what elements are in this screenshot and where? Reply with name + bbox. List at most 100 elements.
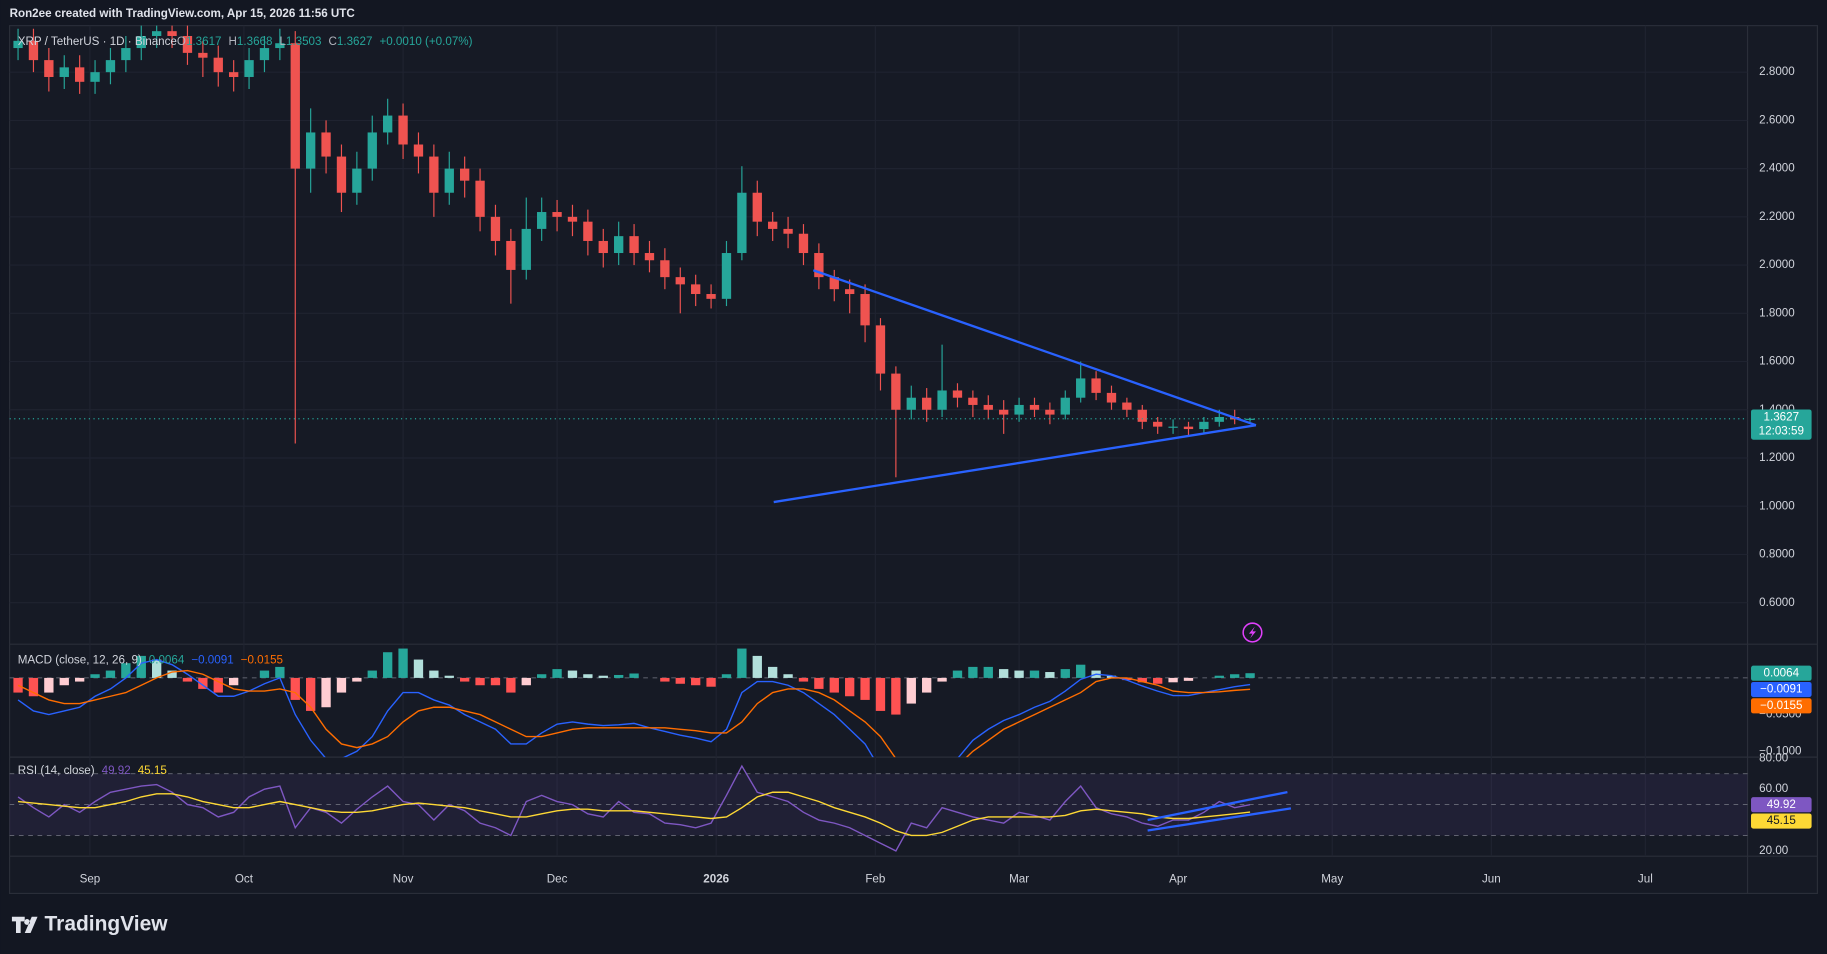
histogram-bar xyxy=(229,677,239,686)
histogram-bar xyxy=(1106,675,1117,678)
candle-body xyxy=(1029,404,1040,410)
histogram-bar xyxy=(59,677,69,686)
candle-body xyxy=(475,180,485,217)
histogram-bar xyxy=(952,670,963,678)
candle-body xyxy=(59,67,69,77)
histogram-bar xyxy=(629,673,639,678)
alert-bolt[interactable] xyxy=(1248,626,1256,639)
rsi-badge-label: 49.92 xyxy=(1767,798,1796,811)
histogram-bar xyxy=(752,655,762,678)
x-tick-label: May xyxy=(1321,873,1343,886)
histogram-bar xyxy=(44,677,54,693)
histogram-bar xyxy=(906,677,916,704)
candle-body xyxy=(413,144,424,157)
y-tick-label: 2.8000 xyxy=(1759,65,1795,78)
change: +0.0010 (+0.07%) xyxy=(379,35,472,48)
candle-body xyxy=(1214,416,1224,422)
candle-body xyxy=(552,212,562,217)
macd-title: MACD (close, 12, 26, 9) xyxy=(18,654,142,667)
histogram-bar xyxy=(829,677,839,693)
candle-body xyxy=(906,397,916,410)
brand-logo[interactable]: TradingView xyxy=(11,912,169,935)
symbol: XRP / TetherUS · 1D · Binance xyxy=(18,35,177,48)
macd-line xyxy=(17,658,1251,758)
y-tick-label: 2.6000 xyxy=(1759,113,1795,126)
candle-body xyxy=(136,35,146,49)
candle-body xyxy=(983,404,993,410)
histogram-bar xyxy=(968,666,978,678)
histogram-bar xyxy=(136,655,146,678)
candle-body xyxy=(367,132,377,169)
brand[interactable]: TradingView xyxy=(45,912,169,935)
candle-body xyxy=(644,253,655,261)
histogram-bar xyxy=(475,677,485,686)
y-tick-label: 2.0000 xyxy=(1759,258,1795,271)
candle-body xyxy=(259,48,270,61)
candle-body xyxy=(352,168,362,193)
y-tick-label: 1.8000 xyxy=(1759,306,1795,319)
histogram-bar xyxy=(1060,669,1070,678)
histogram-bar xyxy=(1183,677,1194,681)
candle-body xyxy=(1091,378,1101,393)
candle-body xyxy=(213,57,223,73)
trendline xyxy=(812,269,1257,427)
trendline xyxy=(773,424,1257,504)
histogram-bar xyxy=(798,677,809,682)
ohlc-label: L xyxy=(279,35,286,48)
macd-legend: MACD (close, 12, 26, 9) 0.0064 −0.0091 −0.0… xyxy=(18,654,283,667)
x-tick-label: Sep xyxy=(80,873,101,886)
histogram-bar xyxy=(783,674,793,678)
candle-body xyxy=(1106,392,1117,403)
candle-body xyxy=(1199,421,1209,430)
histogram-bar xyxy=(198,677,208,689)
x-tick-label: Oct xyxy=(235,873,254,886)
countdown: 12:03:59 xyxy=(1759,425,1804,438)
candle-body xyxy=(1076,378,1086,398)
histogram-bar xyxy=(182,677,193,682)
candle-body xyxy=(444,168,454,193)
histogram-bar xyxy=(429,670,439,678)
candle-body xyxy=(829,277,839,290)
candle-body xyxy=(167,31,177,36)
logo-mark[interactable] xyxy=(11,916,38,934)
candle-body xyxy=(660,260,670,278)
histogram-bar xyxy=(691,677,701,686)
rsi-line xyxy=(17,764,1251,852)
y-tick-label: 80.00 xyxy=(1759,751,1789,764)
candle-body xyxy=(860,294,870,326)
candle-body xyxy=(1122,402,1132,410)
histogram-bar xyxy=(1029,670,1040,678)
histogram-bar xyxy=(521,677,531,686)
candle-body xyxy=(28,40,39,61)
trendline xyxy=(1147,807,1292,832)
ohlc-value: 1.3627 xyxy=(337,35,373,48)
candle-body xyxy=(937,390,947,410)
y-tick-label: 2.4000 xyxy=(1759,162,1795,175)
price-pane xyxy=(9,25,1748,645)
candle-body xyxy=(583,221,593,241)
histogram-bar xyxy=(1245,673,1255,678)
candle-body xyxy=(460,168,470,181)
histogram-bar xyxy=(275,666,285,678)
signal-line xyxy=(17,669,1251,758)
histogram-bar xyxy=(706,677,716,687)
histogram-bar xyxy=(999,669,1009,678)
ohlc-value: 1.3503 xyxy=(286,35,322,48)
histogram-bar xyxy=(1045,672,1055,678)
credit: Ron2ee created with TradingView.com, Apr… xyxy=(10,7,356,20)
alert-icon[interactable] xyxy=(1242,622,1263,643)
signal-badge xyxy=(1751,698,1812,714)
histogram-bar xyxy=(167,670,177,678)
ohlc-value: 1.3617 xyxy=(186,35,222,48)
histogram-bar xyxy=(552,669,562,678)
candle-body xyxy=(490,216,501,241)
candle-body xyxy=(891,373,901,410)
histogram-bar xyxy=(28,677,39,697)
alert-ring[interactable] xyxy=(1242,622,1263,643)
candle-body xyxy=(1183,426,1194,430)
histogram-bar xyxy=(598,675,608,678)
histogram-bar xyxy=(614,674,624,678)
rsi-title: RSI (14, close) xyxy=(18,764,95,777)
candle-body xyxy=(429,156,439,193)
histogram-bar xyxy=(1230,674,1240,678)
